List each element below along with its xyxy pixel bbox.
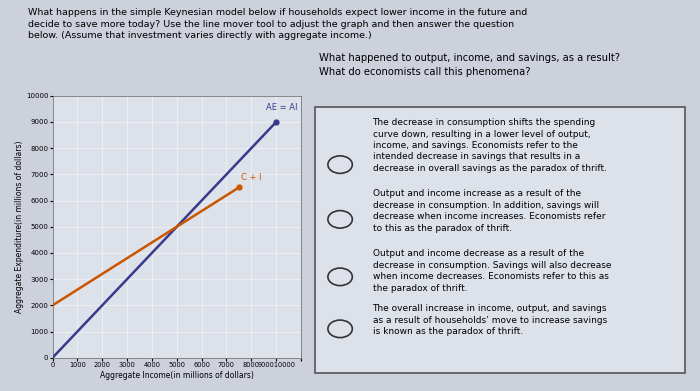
Text: C + I: C + I <box>241 173 262 182</box>
Text: The overall increase in income, output, and savings
as a result of households’ m: The overall increase in income, output, … <box>372 304 607 336</box>
Text: AE = AI: AE = AI <box>266 102 298 111</box>
Y-axis label: Aggregate Expenditure(in millions of dollars): Aggregate Expenditure(in millions of dol… <box>15 140 24 313</box>
Text: What happens in the simple Keynesian model below if households expect lower inco: What happens in the simple Keynesian mod… <box>28 8 527 40</box>
X-axis label: Aggregate Income(in millions of dollars): Aggregate Income(in millions of dollars) <box>100 371 253 380</box>
Text: What happened to output, income, and savings, as a result?
What do economists ca: What happened to output, income, and sav… <box>319 53 620 77</box>
Text: Output and income decrease as a result of the
decrease in consumption. Savings w: Output and income decrease as a result o… <box>372 249 611 293</box>
Text: Output and income increase as a result of the
decrease in consumption. In additi: Output and income increase as a result o… <box>372 189 605 233</box>
FancyBboxPatch shape <box>315 107 685 373</box>
Text: The decrease in consumption shifts the spending
curve down, resulting in a lower: The decrease in consumption shifts the s… <box>372 118 606 173</box>
